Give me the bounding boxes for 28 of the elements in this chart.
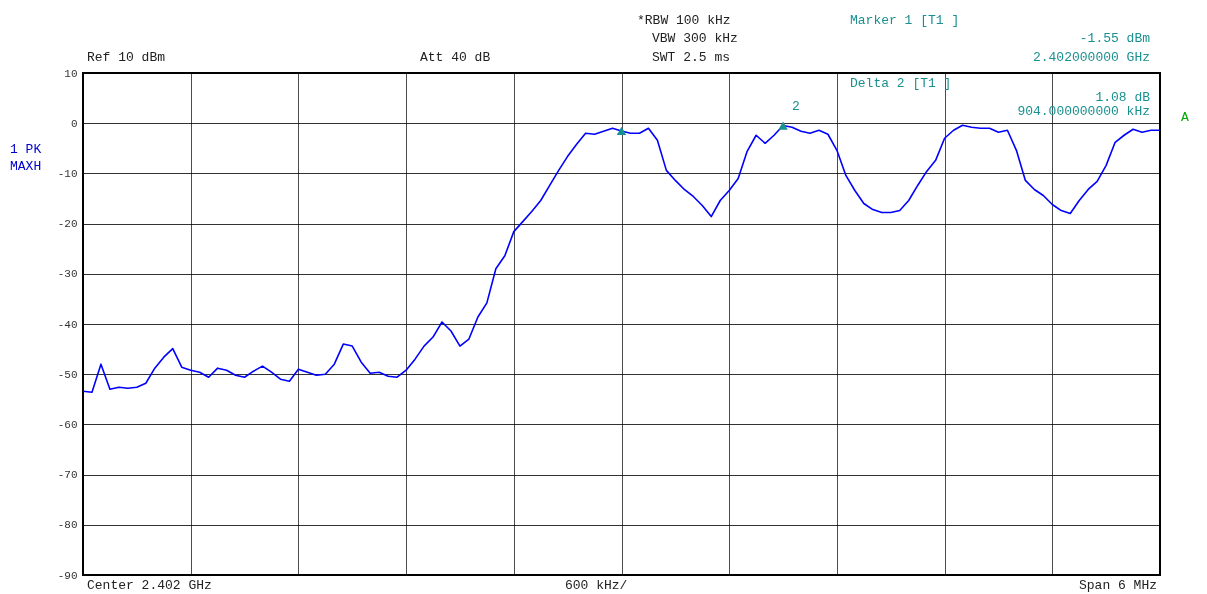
y-tick-label: -60	[57, 418, 78, 431]
text: VBW 300 kHz	[652, 31, 738, 46]
y-tick-label: -40	[57, 318, 78, 331]
y-tick-label: -20	[57, 218, 78, 231]
y-tick-label: -30	[57, 268, 78, 281]
text: SWT 2.5 ms	[652, 50, 731, 65]
text: Span 6 MHz	[1078, 578, 1157, 593]
text: *RBW 100 kHz	[637, 13, 731, 28]
y-tick-label: -70	[57, 469, 78, 482]
text: 1 PK	[10, 142, 42, 157]
annotation: 2	[792, 99, 800, 114]
text: Ref 10 dBm	[87, 50, 166, 65]
text: -1.55 dBm	[1079, 31, 1151, 46]
y-tick-label: -80	[57, 519, 78, 532]
text: Marker 1 [T1 ]	[850, 13, 960, 28]
text: Center 2.402 GHz	[87, 578, 212, 593]
text: A	[1181, 110, 1190, 125]
text: MAXH	[10, 159, 42, 174]
annotation: 1.08 dB	[1095, 90, 1151, 105]
text: Att 40 dB	[420, 50, 491, 65]
annotation: Delta 2 [T1 ]	[850, 76, 952, 91]
y-tick-label: -90	[57, 569, 78, 582]
y-tick-label: -10	[57, 167, 78, 180]
y-tick-label: 0	[70, 117, 78, 130]
text: 2.402000000 GHz	[1032, 50, 1150, 65]
y-tick-label: -50	[57, 368, 78, 381]
text: 600 kHz/	[565, 578, 628, 593]
y-tick-label: 10	[64, 67, 78, 80]
